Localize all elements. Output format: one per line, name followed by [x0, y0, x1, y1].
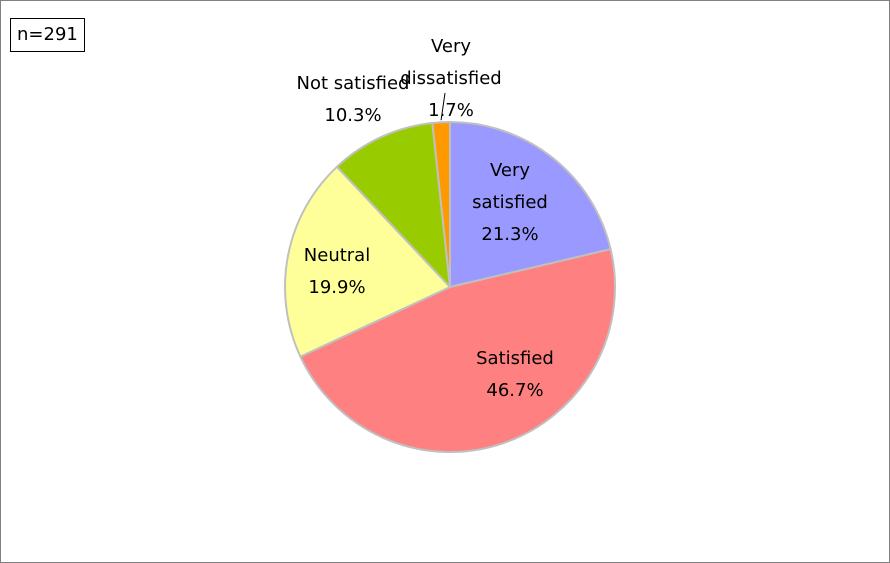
data-label-satisfied: Satisfied 46.7%	[476, 348, 554, 401]
data-label-line: 19.9%	[308, 277, 365, 298]
data-label-neutral: Neutral 19.9%	[304, 245, 370, 298]
data-label-line: 1.7%	[428, 100, 474, 121]
data-label-line: Very	[431, 36, 471, 57]
data-label-very-satisfied: Very satisfied 21.3%	[472, 160, 548, 245]
data-label-very-dissatisfied: Very dissatisfied 1.7%	[400, 36, 502, 121]
data-label-line: 21.3%	[481, 224, 538, 245]
data-label-line: 10.3%	[324, 105, 381, 126]
pie-slice-satisfied	[299, 248, 616, 453]
pie-slice-neutral	[284, 165, 451, 358]
data-label-line: dissatisfied	[400, 68, 502, 89]
pie-slices	[284, 120, 616, 453]
data-label-line: Satisfied	[476, 348, 554, 369]
data-label-line: Not satisfied	[297, 73, 410, 94]
data-label-line: 46.7%	[486, 380, 543, 401]
pie-slice-not-satisfied	[335, 121, 451, 288]
pie-slice-very-dissatisfied	[431, 120, 451, 288]
data-label-not-satisfied: Not satisfied 10.3%	[297, 73, 410, 126]
data-label-line: Very	[490, 160, 530, 181]
leader-line-very-dissatisfied	[440, 92, 446, 121]
data-label-line: Neutral	[304, 245, 370, 266]
pie-slice-very-satisfied	[449, 121, 612, 288]
sample-size-label: n=291	[10, 18, 85, 52]
data-label-line: satisfied	[472, 192, 548, 213]
